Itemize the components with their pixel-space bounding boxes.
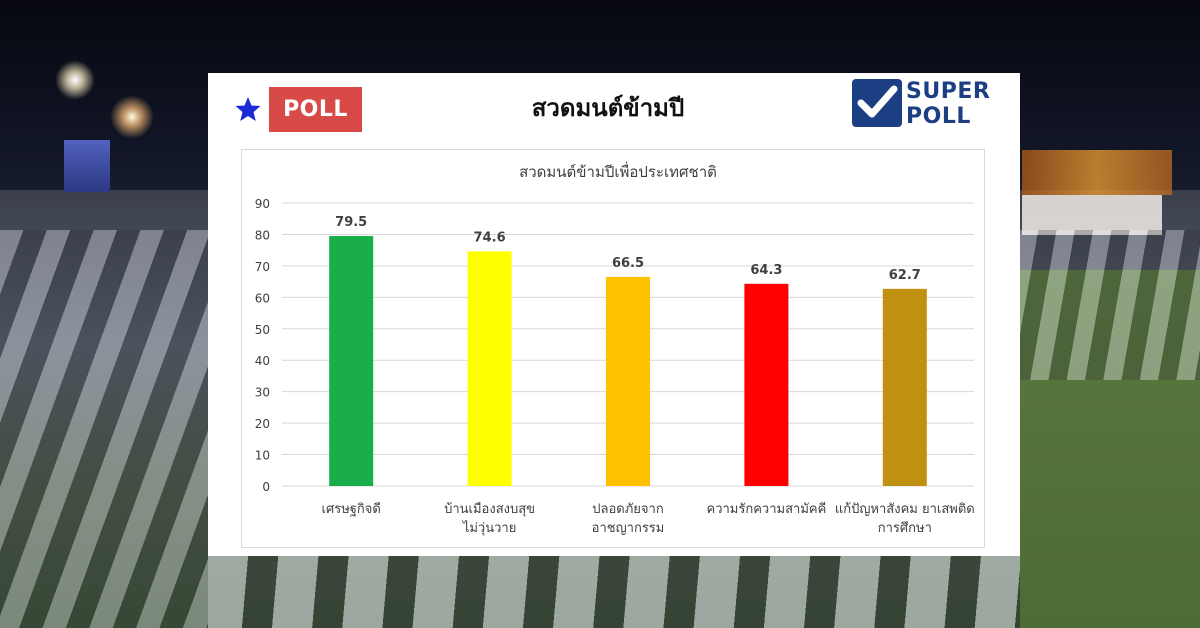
poll-card: POLL สวดมนต์ข้ามปี SUPER POLL สวดมนต์ข้า… [208, 73, 1020, 556]
chart-canvas: สวดมนต์ข้ามปีเพื่อประเทศชาติ 0 10 20 30 40 50 6… [255, 161, 975, 536]
x-tick-label: แก้ปัญหาสังคม ยาเสพติด [835, 502, 975, 517]
y-tick-label: 20 [255, 417, 270, 431]
data-label: 74.6 [474, 230, 506, 245]
x-tick-label: อาชญากรรม [592, 521, 665, 536]
logo-poll-text: POLL [906, 104, 971, 129]
stage-screen [64, 140, 110, 192]
x-tick-label: การศึกษา [878, 521, 932, 536]
bar-chart: สวดมนต์ข้ามปีเพื่อประเทศชาติ 0 10 20 30 40 50 6… [241, 149, 985, 548]
data-label: 66.5 [612, 256, 644, 271]
bar [744, 283, 789, 486]
chart-title: สวดมนต์ข้ามปีเพื่อประเทศชาติ [519, 161, 717, 181]
x-tick-label: เศรษฐกิจดี [322, 501, 381, 517]
y-tick-label: 10 [255, 449, 270, 463]
data-label: 62.7 [889, 268, 921, 283]
star-icon [235, 97, 261, 121]
seated-people [1020, 230, 1200, 380]
y-tick-label: 90 [255, 197, 270, 211]
x-tick-label: บ้านเมืองสงบสุข [444, 501, 535, 517]
y-tick-label: 70 [255, 260, 270, 274]
x-tick-label: ปลอดภัยจาก [592, 502, 663, 517]
x-tick-label: ไม่วุ่นวาย [462, 520, 517, 536]
bar [882, 288, 927, 486]
superpoll-logo: SUPER POLL [852, 79, 1002, 131]
check-icon [852, 79, 902, 127]
y-tick-label: 50 [255, 323, 270, 337]
temple-decoration [1022, 150, 1172, 195]
bar [329, 236, 374, 486]
logo-super-text: SUPER [906, 79, 991, 104]
y-tick-label: 40 [255, 354, 270, 368]
seated-people [208, 556, 1020, 628]
grass-field [1020, 270, 1200, 628]
poll-badge: POLL [269, 87, 362, 132]
data-label: 64.3 [750, 263, 782, 278]
y-tick-label: 30 [255, 386, 270, 400]
data-label: 79.5 [335, 215, 367, 230]
stadium-light [110, 95, 154, 139]
y-tick-label: 0 [262, 480, 270, 494]
y-tick-label: 80 [255, 228, 270, 242]
poll-label: POLL [283, 97, 348, 122]
stadium-light [55, 60, 95, 100]
x-tick-label: ความรักความสามัคคี [707, 501, 827, 517]
bar [467, 251, 512, 486]
y-tick-label: 60 [255, 291, 270, 305]
page-title: สวดมนต์ข้ามปี [531, 94, 685, 122]
bar [606, 276, 650, 486]
stage-platform [1022, 195, 1162, 235]
seated-people [0, 230, 208, 628]
